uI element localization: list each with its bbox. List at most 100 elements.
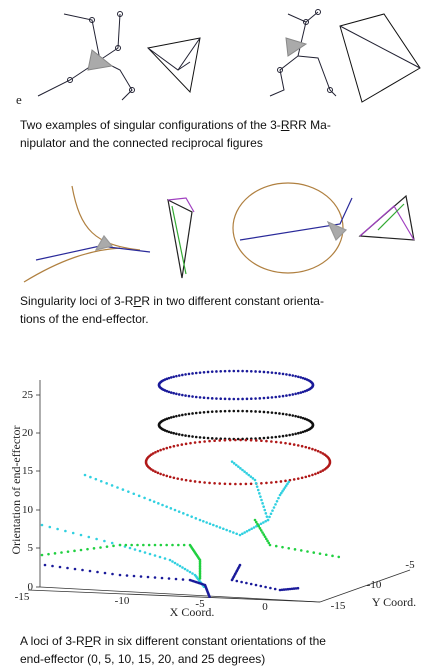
locus-dot bbox=[175, 374, 178, 378]
caption-text: A loci of 3-R bbox=[20, 634, 85, 648]
locus-dot bbox=[191, 412, 194, 415]
figure-label: e bbox=[16, 92, 22, 107]
locus-dot bbox=[236, 369, 240, 373]
locus-dot bbox=[219, 369, 223, 373]
locus-dot bbox=[181, 413, 184, 417]
locus-dot bbox=[177, 374, 181, 377]
locus-dot bbox=[264, 512, 268, 515]
locus-dot bbox=[194, 371, 198, 375]
caption-text: end-effector (0, 5, 10, 15, 20, and 25 d… bbox=[20, 652, 266, 666]
locus-dot bbox=[228, 369, 231, 373]
locus-dot bbox=[142, 543, 145, 547]
locus-dot bbox=[247, 473, 251, 477]
locus-dot bbox=[64, 529, 67, 533]
locus-dot bbox=[189, 479, 192, 483]
locus-dot bbox=[169, 416, 173, 419]
locus-dot bbox=[189, 441, 192, 445]
locus-dot bbox=[228, 397, 231, 401]
locus-dot bbox=[311, 447, 314, 451]
caption-text: P bbox=[84, 634, 93, 648]
locus-dot bbox=[301, 416, 305, 420]
locus-dot bbox=[254, 439, 258, 442]
locus-dot bbox=[176, 563, 179, 566]
locus-dot bbox=[312, 551, 316, 554]
locus-dot bbox=[202, 370, 206, 374]
locus-dot bbox=[66, 550, 70, 553]
locus-dot bbox=[175, 414, 178, 418]
locus-dot bbox=[43, 563, 47, 567]
locus-dot bbox=[198, 411, 202, 414]
locus-dot bbox=[245, 529, 249, 533]
locus-dot bbox=[158, 555, 162, 559]
locus-dot bbox=[159, 543, 163, 547]
locus-dot bbox=[249, 475, 253, 478]
locus-dot bbox=[187, 412, 191, 416]
locus-dot bbox=[294, 432, 297, 436]
locus-dot bbox=[159, 448, 162, 452]
locus-dot bbox=[256, 522, 259, 526]
locus-dot bbox=[291, 393, 295, 396]
locus-dot bbox=[169, 431, 173, 434]
locus-dot bbox=[254, 520, 258, 524]
locus-dot bbox=[270, 411, 274, 414]
caption-text: R in two different constant orienta- bbox=[141, 294, 324, 308]
locus-dot bbox=[234, 438, 237, 442]
locus-dot bbox=[95, 537, 98, 541]
locus-dot bbox=[299, 431, 303, 434]
locus-dot bbox=[262, 396, 266, 400]
locus-dot bbox=[258, 397, 262, 400]
locus-dot bbox=[278, 412, 281, 415]
locus-dot bbox=[230, 460, 234, 463]
locus-dot bbox=[191, 395, 194, 398]
locus-dot bbox=[121, 488, 125, 491]
locus-dot bbox=[232, 369, 236, 373]
locus-dot bbox=[138, 549, 142, 553]
locus-dot bbox=[157, 502, 160, 505]
locus-dot bbox=[266, 436, 270, 440]
locus-dot bbox=[271, 509, 274, 512]
locus-dot bbox=[238, 533, 242, 537]
locus-dot bbox=[331, 554, 334, 558]
locus-dot bbox=[232, 409, 236, 413]
locus-dot bbox=[258, 437, 262, 440]
locus-dot bbox=[165, 505, 168, 508]
locus-dot bbox=[86, 547, 89, 551]
locus-dot bbox=[79, 533, 83, 537]
locus-dot bbox=[73, 567, 77, 571]
locus-dot bbox=[306, 550, 309, 553]
locus-dot bbox=[277, 496, 280, 500]
locus-dot bbox=[239, 438, 242, 442]
locus-dot bbox=[253, 478, 257, 482]
locus-dot bbox=[304, 445, 308, 449]
locus-dot bbox=[311, 422, 315, 426]
locus-dot bbox=[274, 411, 278, 415]
caption-text: RR Ma- bbox=[289, 118, 331, 132]
locus-dot bbox=[255, 485, 259, 488]
locus-dot bbox=[274, 480, 278, 484]
locus-dot bbox=[266, 410, 270, 414]
locus-dot bbox=[171, 560, 174, 563]
locus-dot bbox=[258, 492, 261, 495]
locus-dot bbox=[265, 439, 268, 443]
locus-dot bbox=[281, 434, 285, 438]
locus-dot bbox=[294, 414, 297, 418]
locus-dot bbox=[165, 446, 169, 450]
locus-dot bbox=[261, 531, 264, 534]
locus-dot bbox=[287, 546, 291, 550]
locus-dot bbox=[184, 434, 187, 437]
y-axis-label: Y Coord. bbox=[372, 595, 416, 609]
locus-dot bbox=[173, 508, 177, 512]
locus-dot bbox=[258, 527, 262, 530]
locus-dot bbox=[79, 548, 83, 552]
locus-dot bbox=[152, 500, 156, 503]
figure2-drawing bbox=[23, 182, 415, 283]
locus-dot bbox=[213, 481, 216, 485]
locus-dot bbox=[153, 554, 157, 557]
locus-dot bbox=[153, 543, 157, 547]
locus-dot bbox=[265, 481, 268, 485]
locus-dot bbox=[112, 544, 115, 548]
locus-dot bbox=[165, 417, 169, 421]
locus-dot bbox=[87, 535, 91, 539]
locus-dot bbox=[148, 552, 152, 556]
locus-dot bbox=[296, 586, 300, 590]
